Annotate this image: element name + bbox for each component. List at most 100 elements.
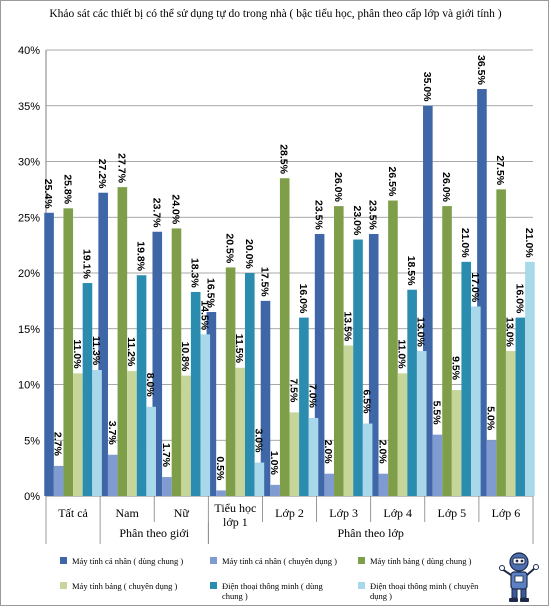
data-label: 1.0% <box>268 451 280 476</box>
y-tick-label: 25% <box>18 212 40 224</box>
data-label: 27.5% <box>494 155 506 185</box>
data-label: 20.0% <box>243 239 255 269</box>
data-label: 13.5% <box>341 311 353 341</box>
data-label: 3.7% <box>106 421 118 446</box>
x-category-label: Nữ <box>174 506 190 520</box>
x-category-label: Lớp 3 <box>329 506 358 520</box>
data-label: 19.8% <box>135 241 147 271</box>
robot-mascot-icon <box>499 552 539 602</box>
bar <box>442 206 452 496</box>
bar <box>117 187 128 496</box>
bar <box>314 233 325 496</box>
bar <box>225 267 236 496</box>
x-category-label: Lớp 4 <box>383 506 412 520</box>
data-label: 19.1% <box>80 249 92 279</box>
data-label: 2.0% <box>376 440 388 465</box>
data-label: 0.5% <box>214 456 226 481</box>
data-label: 14.5% <box>198 300 210 330</box>
y-tick-label: 40% <box>18 45 40 57</box>
bar <box>397 373 408 496</box>
bar <box>289 412 300 496</box>
x-group-label: Phân theo lớp <box>337 526 403 540</box>
data-label: 16.5% <box>204 278 216 308</box>
legend-item: Máy tính cá nhân ( chuyên dụng ) <box>210 556 337 566</box>
x-category-label: Lớp 6 <box>492 506 521 520</box>
bar <box>270 484 280 496</box>
data-label: 26.0% <box>332 172 344 202</box>
bar-chart: 0% 5% 10% 15% 20% 25% 30% 35% 40% 25.4% 27.2% 23.7%… <box>18 45 535 544</box>
bar <box>496 189 506 496</box>
data-label: 21.0% <box>459 228 471 258</box>
x-category-label: Lớp 2 <box>275 506 304 520</box>
data-label: 26.5% <box>386 167 398 197</box>
data-label: 26.0% <box>440 172 452 202</box>
data-label: 7.5% <box>287 378 299 403</box>
bar <box>146 406 156 496</box>
data-label: 17.5% <box>259 267 271 297</box>
data-label: 8.0% <box>144 373 156 398</box>
bar <box>416 351 427 496</box>
y-tick-label: 5% <box>24 435 40 447</box>
bar <box>353 239 363 497</box>
y-tick-label: 10% <box>18 380 40 392</box>
bar <box>82 283 93 496</box>
data-label: 13.0% <box>504 317 516 347</box>
x-category-label: Tiểu học <box>214 501 256 515</box>
data-label: 25.4% <box>42 179 54 209</box>
legend-label: Máy tính bảng ( dùng chung ) <box>370 556 472 566</box>
bar <box>477 89 487 497</box>
bar <box>53 465 64 496</box>
bar <box>515 317 526 496</box>
bar <box>181 375 191 496</box>
data-label: 23.0% <box>351 206 363 236</box>
data-label: 20.5% <box>224 233 236 263</box>
x-group-label: Phân theo giới <box>119 526 189 540</box>
legend-swatch <box>358 557 365 564</box>
data-label: 7.0% <box>307 384 319 409</box>
data-label: 18.3% <box>189 258 201 288</box>
data-label: 11.0% <box>71 339 83 369</box>
y-tick-label: 35% <box>18 101 40 113</box>
data-label: 9.5% <box>450 356 462 381</box>
legend-item: Điện thoại thông minh ( dùng chung ) <box>210 581 337 601</box>
x-category-label: lớp 1 <box>223 515 248 529</box>
bar <box>279 178 290 496</box>
legend-swatch <box>210 582 217 589</box>
bar <box>471 306 481 496</box>
bar <box>244 273 255 496</box>
data-label: 5.0% <box>485 406 497 431</box>
bar <box>368 233 379 496</box>
data-label: 23.5% <box>367 200 379 230</box>
bar <box>451 390 462 496</box>
data-label: 11.3% <box>90 336 102 366</box>
bar <box>98 192 108 496</box>
bar <box>235 367 245 496</box>
bar <box>525 261 535 496</box>
bar <box>190 291 201 496</box>
bar <box>486 440 497 496</box>
data-label: 16.0% <box>297 284 309 314</box>
bar <box>63 208 74 496</box>
bar <box>432 434 443 496</box>
legend-label: Máy tính cá nhân ( dùng chung ) <box>72 556 184 566</box>
data-label: 17.0% <box>469 272 481 302</box>
data-label: 6.5% <box>361 390 373 415</box>
data-label: 11.0% <box>396 339 408 369</box>
data-label: 1.7% <box>160 443 172 468</box>
data-label: 23.5% <box>313 200 325 230</box>
data-label: 27.7% <box>115 153 127 183</box>
bar <box>162 477 172 496</box>
data-label: 23.7% <box>150 198 162 228</box>
y-tick-label: 30% <box>18 157 40 169</box>
data-label: 28.5% <box>278 144 290 174</box>
bar <box>171 228 182 496</box>
x-category-label: Tất cả <box>58 506 88 520</box>
bar <box>334 206 344 496</box>
bar <box>200 334 211 496</box>
y-tick-label: 20% <box>18 268 40 280</box>
bar <box>378 473 389 496</box>
x-category-label: Nam <box>116 506 140 520</box>
legend-label: Điện thoại thông minh ( dùng chung ) <box>222 581 323 601</box>
legend-item: Máy tính cá nhân ( dùng chung ) <box>60 556 187 566</box>
